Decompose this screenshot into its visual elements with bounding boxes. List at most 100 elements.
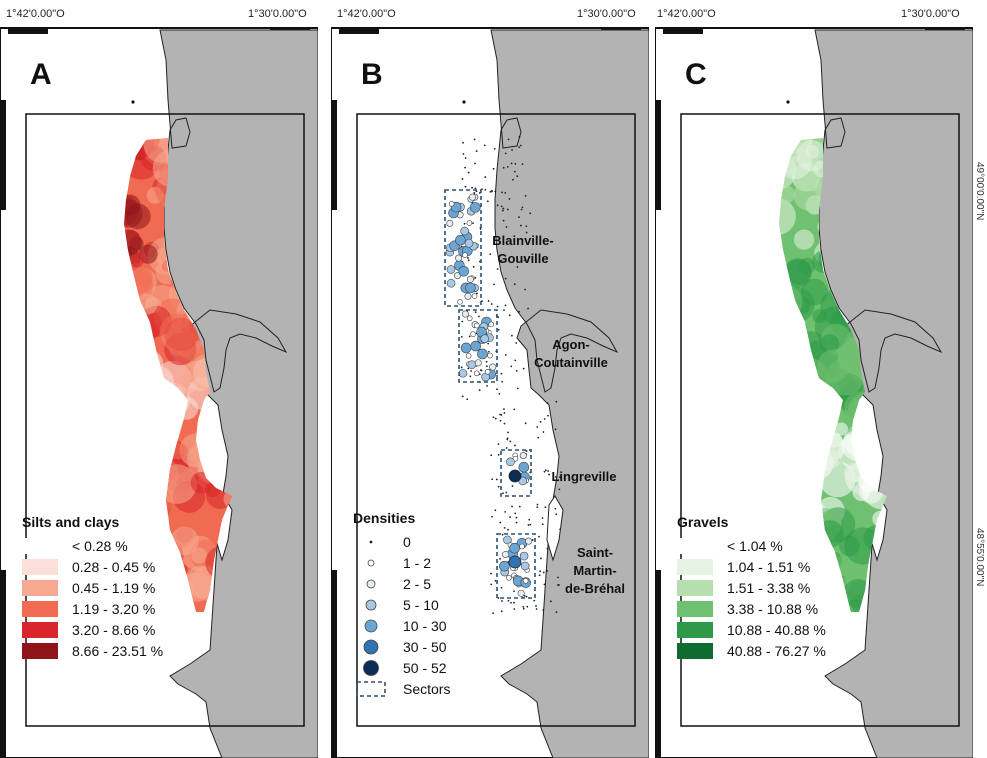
density-circle [506,575,512,581]
density-point-zero [489,253,492,256]
density-circle [462,252,468,258]
density-point-zero [500,586,503,589]
density-point-zero [520,224,522,227]
legend-row: 10.88 - 40.88 % [677,619,826,640]
density-point-zero [503,309,505,312]
scale-bar [0,570,6,758]
density-circle [457,299,463,305]
density-point-zero [516,175,519,178]
scale-bar [655,100,661,210]
estuary [546,495,564,562]
sediment-patch [819,334,840,354]
legend-symbol [353,617,389,635]
sector-label-line: Coutainville [534,355,608,370]
legend-label: 0.45 - 1.19 % [72,579,156,596]
density-point-zero [546,547,549,550]
panel-b-legend: Densities 0 1 - 2 2 - 5 5 - 10 10 - 30 30 - 5… [353,510,450,699]
legend-label: 3.38 - 10.88 % [727,600,819,617]
density-point-zero [555,611,558,614]
inner-frame [25,113,305,727]
density-circle [465,282,476,294]
density-point-zero [555,400,558,403]
sector-box [444,189,482,307]
legend-label: 1.04 - 1.51 % [727,558,811,575]
density-point-zero [492,167,495,170]
density-point-zero [518,505,521,508]
density-point-zero [546,402,549,404]
density-point-zero [511,485,514,487]
sediment-patch [159,313,198,352]
density-circle [461,310,469,318]
sediment-patch [128,252,145,268]
density-point-zero [506,437,509,440]
legend-swatch [22,579,58,596]
density-point-zero [503,527,506,529]
sector-label-agon: Agon- Coutainville [521,336,621,372]
density-point-zero [478,389,481,391]
density-point-zero [507,431,509,434]
legend-rows: 0 1 - 2 2 - 5 5 - 10 10 - 30 30 - 50 50 - 52 Se… [353,531,450,699]
density-point-zero [524,422,527,425]
density-point-zero [524,195,527,197]
density-point-zero [525,450,528,452]
density-point-zero [504,191,507,194]
density-point-zero [497,453,500,456]
density-point-zero [499,419,502,422]
density-point-zero [489,190,492,193]
density-circle [458,368,468,378]
density-point-zero [543,418,546,420]
legend-swatch [677,621,713,638]
panel-c-legend: Gravels < 1.04 % 1.04 - 1.51 % 1.51 - 3.38… [677,514,826,661]
density-point-zero [502,207,505,210]
panel-c-lat-lower: 48°55'0.00"N [974,528,985,587]
sediment-patch [839,535,860,557]
density-point-zero [501,380,504,383]
density-point-zero [473,138,476,141]
scale-bar [655,570,661,758]
density-circle [487,352,493,359]
density-circle [470,340,482,352]
density-point-zero [513,283,516,286]
density-point-zero [513,601,515,604]
density-circle [519,543,525,550]
sector-box [458,309,498,383]
legend-swatch [677,600,713,617]
legend-symbol [353,638,389,656]
density-point-zero [513,408,516,411]
density-point-zero [490,190,493,193]
density-point-zero [543,470,546,473]
density-point-zero [540,557,542,560]
panel-a-legend: Silts and clays < 0.28 % 0.28 - 0.45 % 0.4… [22,514,163,661]
sediment-patch [793,229,815,250]
density-point-zero [527,524,530,526]
sediment-patch [190,547,207,564]
density-point-zero [491,515,494,518]
density-point-zero [547,470,550,472]
density-point-zero [529,523,532,526]
density-point-zero [538,535,540,538]
density-point-zero [515,516,518,519]
density-point-zero [494,579,497,582]
density-point-zero [518,310,521,313]
density-point-zero [554,507,557,510]
sector-label-line: Saint- [576,545,614,560]
density-point-zero [461,395,464,398]
density-point-zero [475,150,478,152]
legend-sector [356,680,386,697]
density-point-zero [502,492,504,495]
density-point-zero [504,304,507,307]
density-point-zero [503,422,506,425]
density-point-zero [514,444,516,447]
panel-a-map [0,27,318,758]
sediment-patch [779,197,796,235]
legend-row: 0 [353,531,450,552]
legend-row: 1.51 - 3.38 % [677,577,826,598]
sector-label-line: Blainville- [492,233,554,248]
density-point-zero [539,420,542,423]
density-point-zero [464,157,467,159]
density-point-zero [509,516,511,519]
density-point-zero [490,572,492,575]
density-circle [519,452,527,460]
density-point-zero [461,320,464,323]
sediment-patch [793,179,825,211]
